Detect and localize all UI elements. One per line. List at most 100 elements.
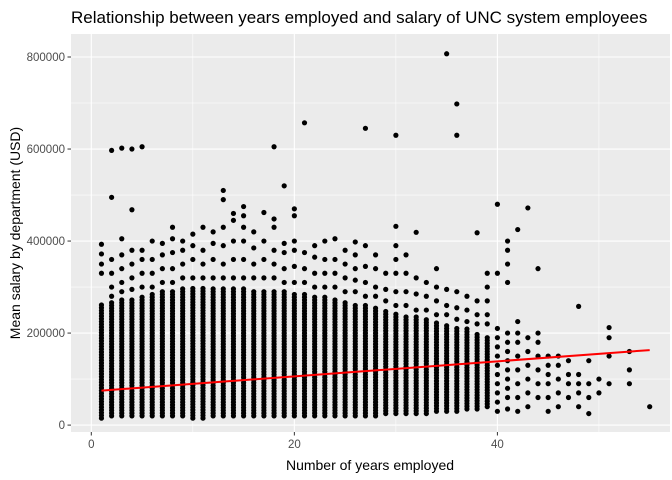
data-point	[494, 399, 501, 405]
data-point	[159, 240, 165, 246]
data-point	[525, 376, 531, 382]
data-point	[565, 381, 572, 387]
data-point	[454, 316, 460, 322]
data-point	[271, 144, 277, 150]
data-point	[261, 289, 267, 295]
data-point	[301, 249, 308, 256]
data-point	[484, 335, 490, 341]
data-point	[261, 275, 267, 281]
y-tick-label: 200000	[27, 328, 65, 340]
data-point	[555, 362, 561, 368]
data-point	[230, 256, 237, 263]
data-point	[474, 312, 480, 318]
data-point	[230, 210, 237, 217]
data-point	[200, 285, 206, 292]
data-point	[159, 279, 165, 286]
data-point	[515, 226, 521, 233]
data-point	[504, 261, 511, 267]
data-point	[291, 279, 297, 286]
data-points	[98, 51, 653, 421]
data-point	[139, 284, 145, 290]
data-point	[504, 348, 511, 355]
data-point	[332, 297, 338, 303]
data-point	[464, 318, 470, 325]
y-tick-label: 400000	[27, 236, 65, 248]
data-point	[393, 311, 399, 317]
data-point	[139, 294, 145, 300]
data-point	[109, 270, 115, 276]
chart-title: Relationship between years employed and …	[71, 8, 647, 27]
x-tick-label: 20	[288, 439, 301, 451]
data-point	[240, 224, 247, 230]
data-point	[504, 406, 511, 412]
data-point	[119, 289, 125, 295]
data-point	[210, 229, 216, 235]
data-point	[119, 236, 125, 242]
data-point	[555, 404, 561, 410]
data-point	[545, 371, 551, 378]
data-point	[139, 270, 145, 276]
data-point	[393, 270, 399, 276]
data-point	[403, 314, 409, 320]
data-point	[312, 294, 318, 300]
data-point	[565, 394, 572, 401]
data-point	[251, 289, 257, 295]
data-point	[504, 279, 511, 286]
data-point	[98, 261, 105, 267]
data-point	[474, 331, 480, 338]
data-point	[555, 376, 561, 382]
data-point	[504, 376, 511, 382]
data-point	[210, 286, 216, 292]
data-point	[301, 279, 308, 286]
data-point	[626, 367, 632, 373]
data-point	[109, 293, 115, 299]
data-point	[362, 293, 369, 299]
data-point	[413, 291, 419, 297]
data-point	[261, 256, 267, 263]
data-point	[474, 298, 480, 304]
data-point	[464, 307, 470, 313]
data-point	[159, 252, 165, 258]
data-point	[119, 252, 125, 258]
data-point	[200, 247, 206, 253]
data-point	[504, 394, 511, 401]
data-point	[301, 120, 308, 126]
data-point	[444, 286, 450, 292]
data-point	[230, 217, 237, 223]
data-point	[586, 394, 592, 401]
data-point	[251, 245, 257, 251]
data-point	[281, 183, 287, 189]
data-point	[525, 362, 531, 368]
data-point	[210, 275, 216, 281]
data-point	[240, 275, 247, 281]
data-point	[555, 390, 561, 396]
data-point	[220, 224, 226, 230]
data-point	[403, 302, 409, 309]
data-point	[393, 243, 399, 249]
data-point	[504, 238, 511, 244]
data-point	[129, 297, 135, 303]
data-point	[169, 289, 176, 295]
data-point	[433, 284, 440, 290]
data-point	[372, 284, 379, 290]
data-point	[545, 394, 551, 401]
data-point	[515, 318, 521, 325]
data-point	[291, 247, 297, 253]
data-point	[393, 302, 399, 309]
data-point	[98, 302, 105, 308]
data-point	[474, 321, 480, 327]
data-point	[332, 284, 338, 290]
data-point	[576, 371, 582, 378]
data-point	[545, 408, 551, 414]
data-point	[109, 147, 115, 154]
data-point	[413, 314, 419, 320]
data-point	[271, 216, 277, 222]
y-tick-label: 0	[59, 420, 65, 432]
data-point	[240, 256, 247, 263]
data-point	[504, 367, 511, 373]
data-point	[119, 266, 125, 272]
data-point	[342, 300, 348, 306]
data-point	[251, 229, 257, 235]
data-point	[169, 279, 176, 286]
